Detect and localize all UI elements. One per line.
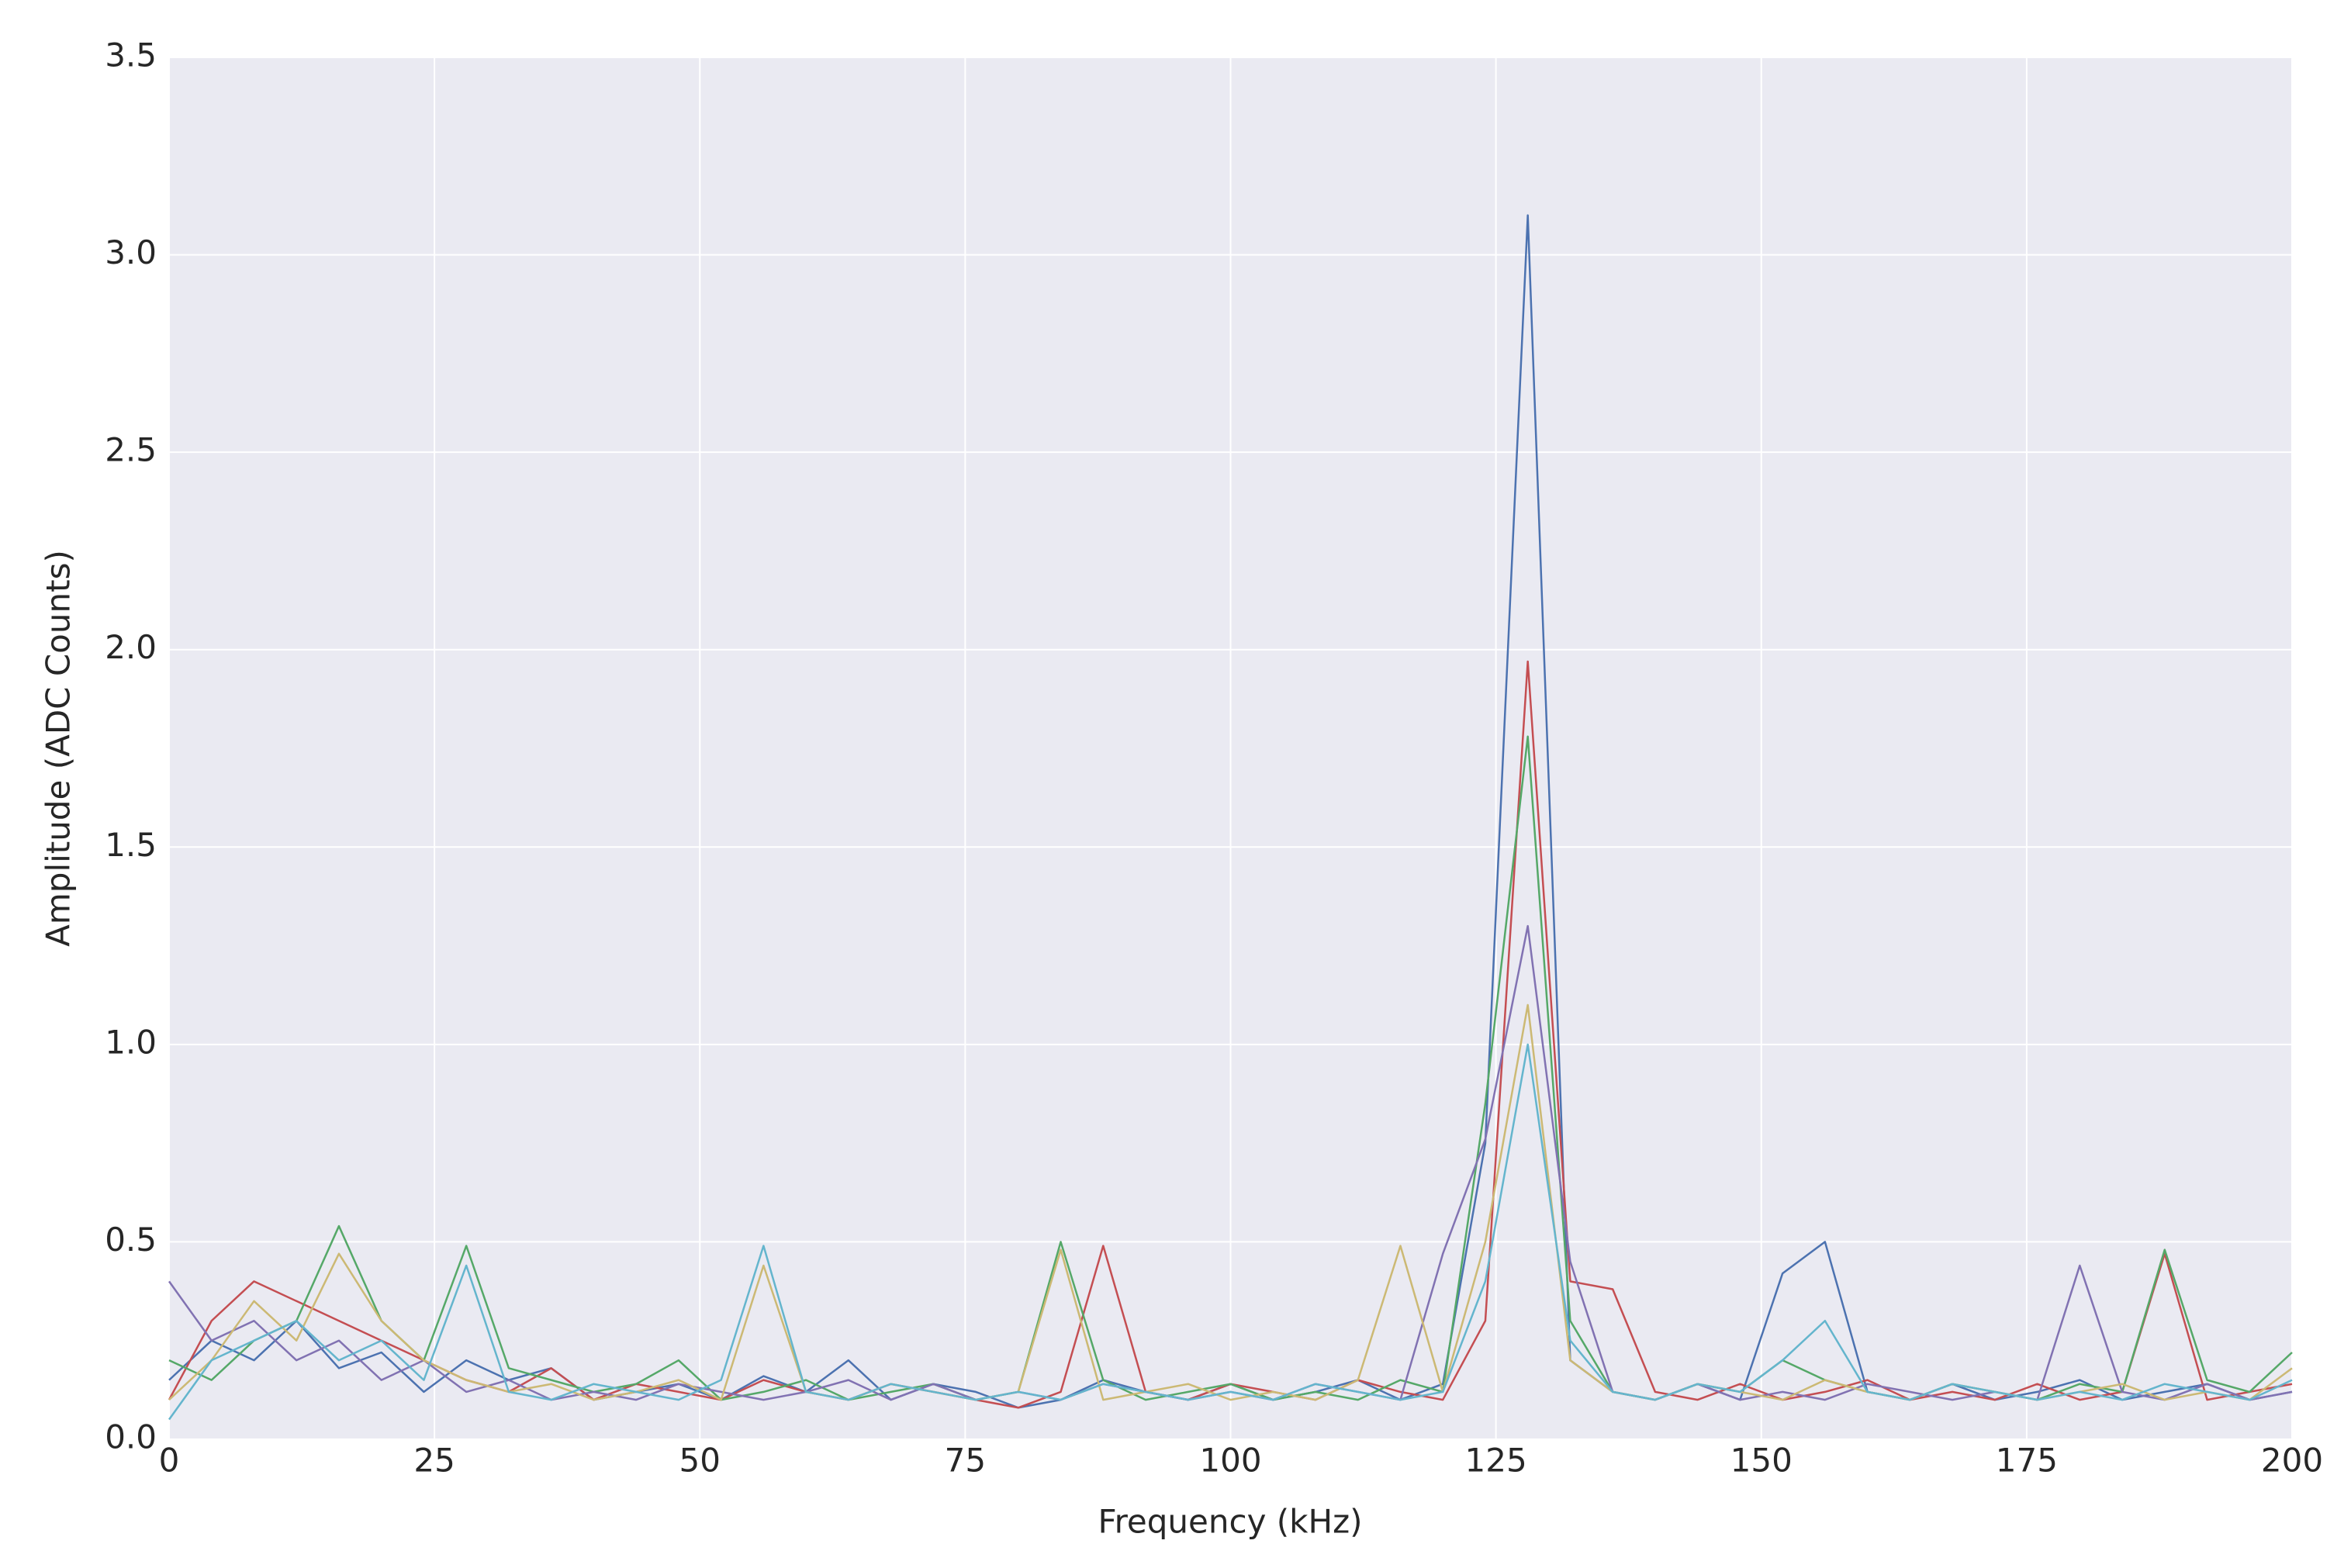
lines — [168, 214, 2293, 1421]
x-tick-label: 200 — [2261, 1442, 2323, 1480]
y-tick-label: 1.0 — [105, 1023, 157, 1061]
x-tick-label: 150 — [1730, 1442, 1793, 1480]
x-tick-label: 0 — [159, 1442, 180, 1480]
x-tick-label: 100 — [1199, 1442, 1261, 1480]
x-tick-label: 25 — [413, 1442, 455, 1480]
y-tick-label: 3.0 — [105, 233, 157, 271]
y-tick-label: 1.5 — [105, 826, 157, 864]
series-line — [168, 1043, 2293, 1421]
x-tick-label: 175 — [1996, 1442, 2058, 1480]
x-axis-label: Frequency (kHz) — [1098, 1503, 1362, 1541]
y-tick-label: 0.0 — [105, 1418, 157, 1456]
y-tick-label: 2.5 — [105, 431, 157, 469]
grid — [168, 57, 2293, 1440]
x-tick-label: 50 — [679, 1442, 721, 1480]
y-tick-label: 0.5 — [105, 1221, 157, 1259]
y-axis-label: Amplitude (ADC Counts) — [40, 550, 78, 947]
x-tick-label: 75 — [945, 1442, 986, 1480]
x-tick-label: 125 — [1465, 1442, 1527, 1480]
y-tick-label: 3.5 — [105, 36, 157, 74]
y-tick-label: 2.0 — [105, 628, 157, 666]
